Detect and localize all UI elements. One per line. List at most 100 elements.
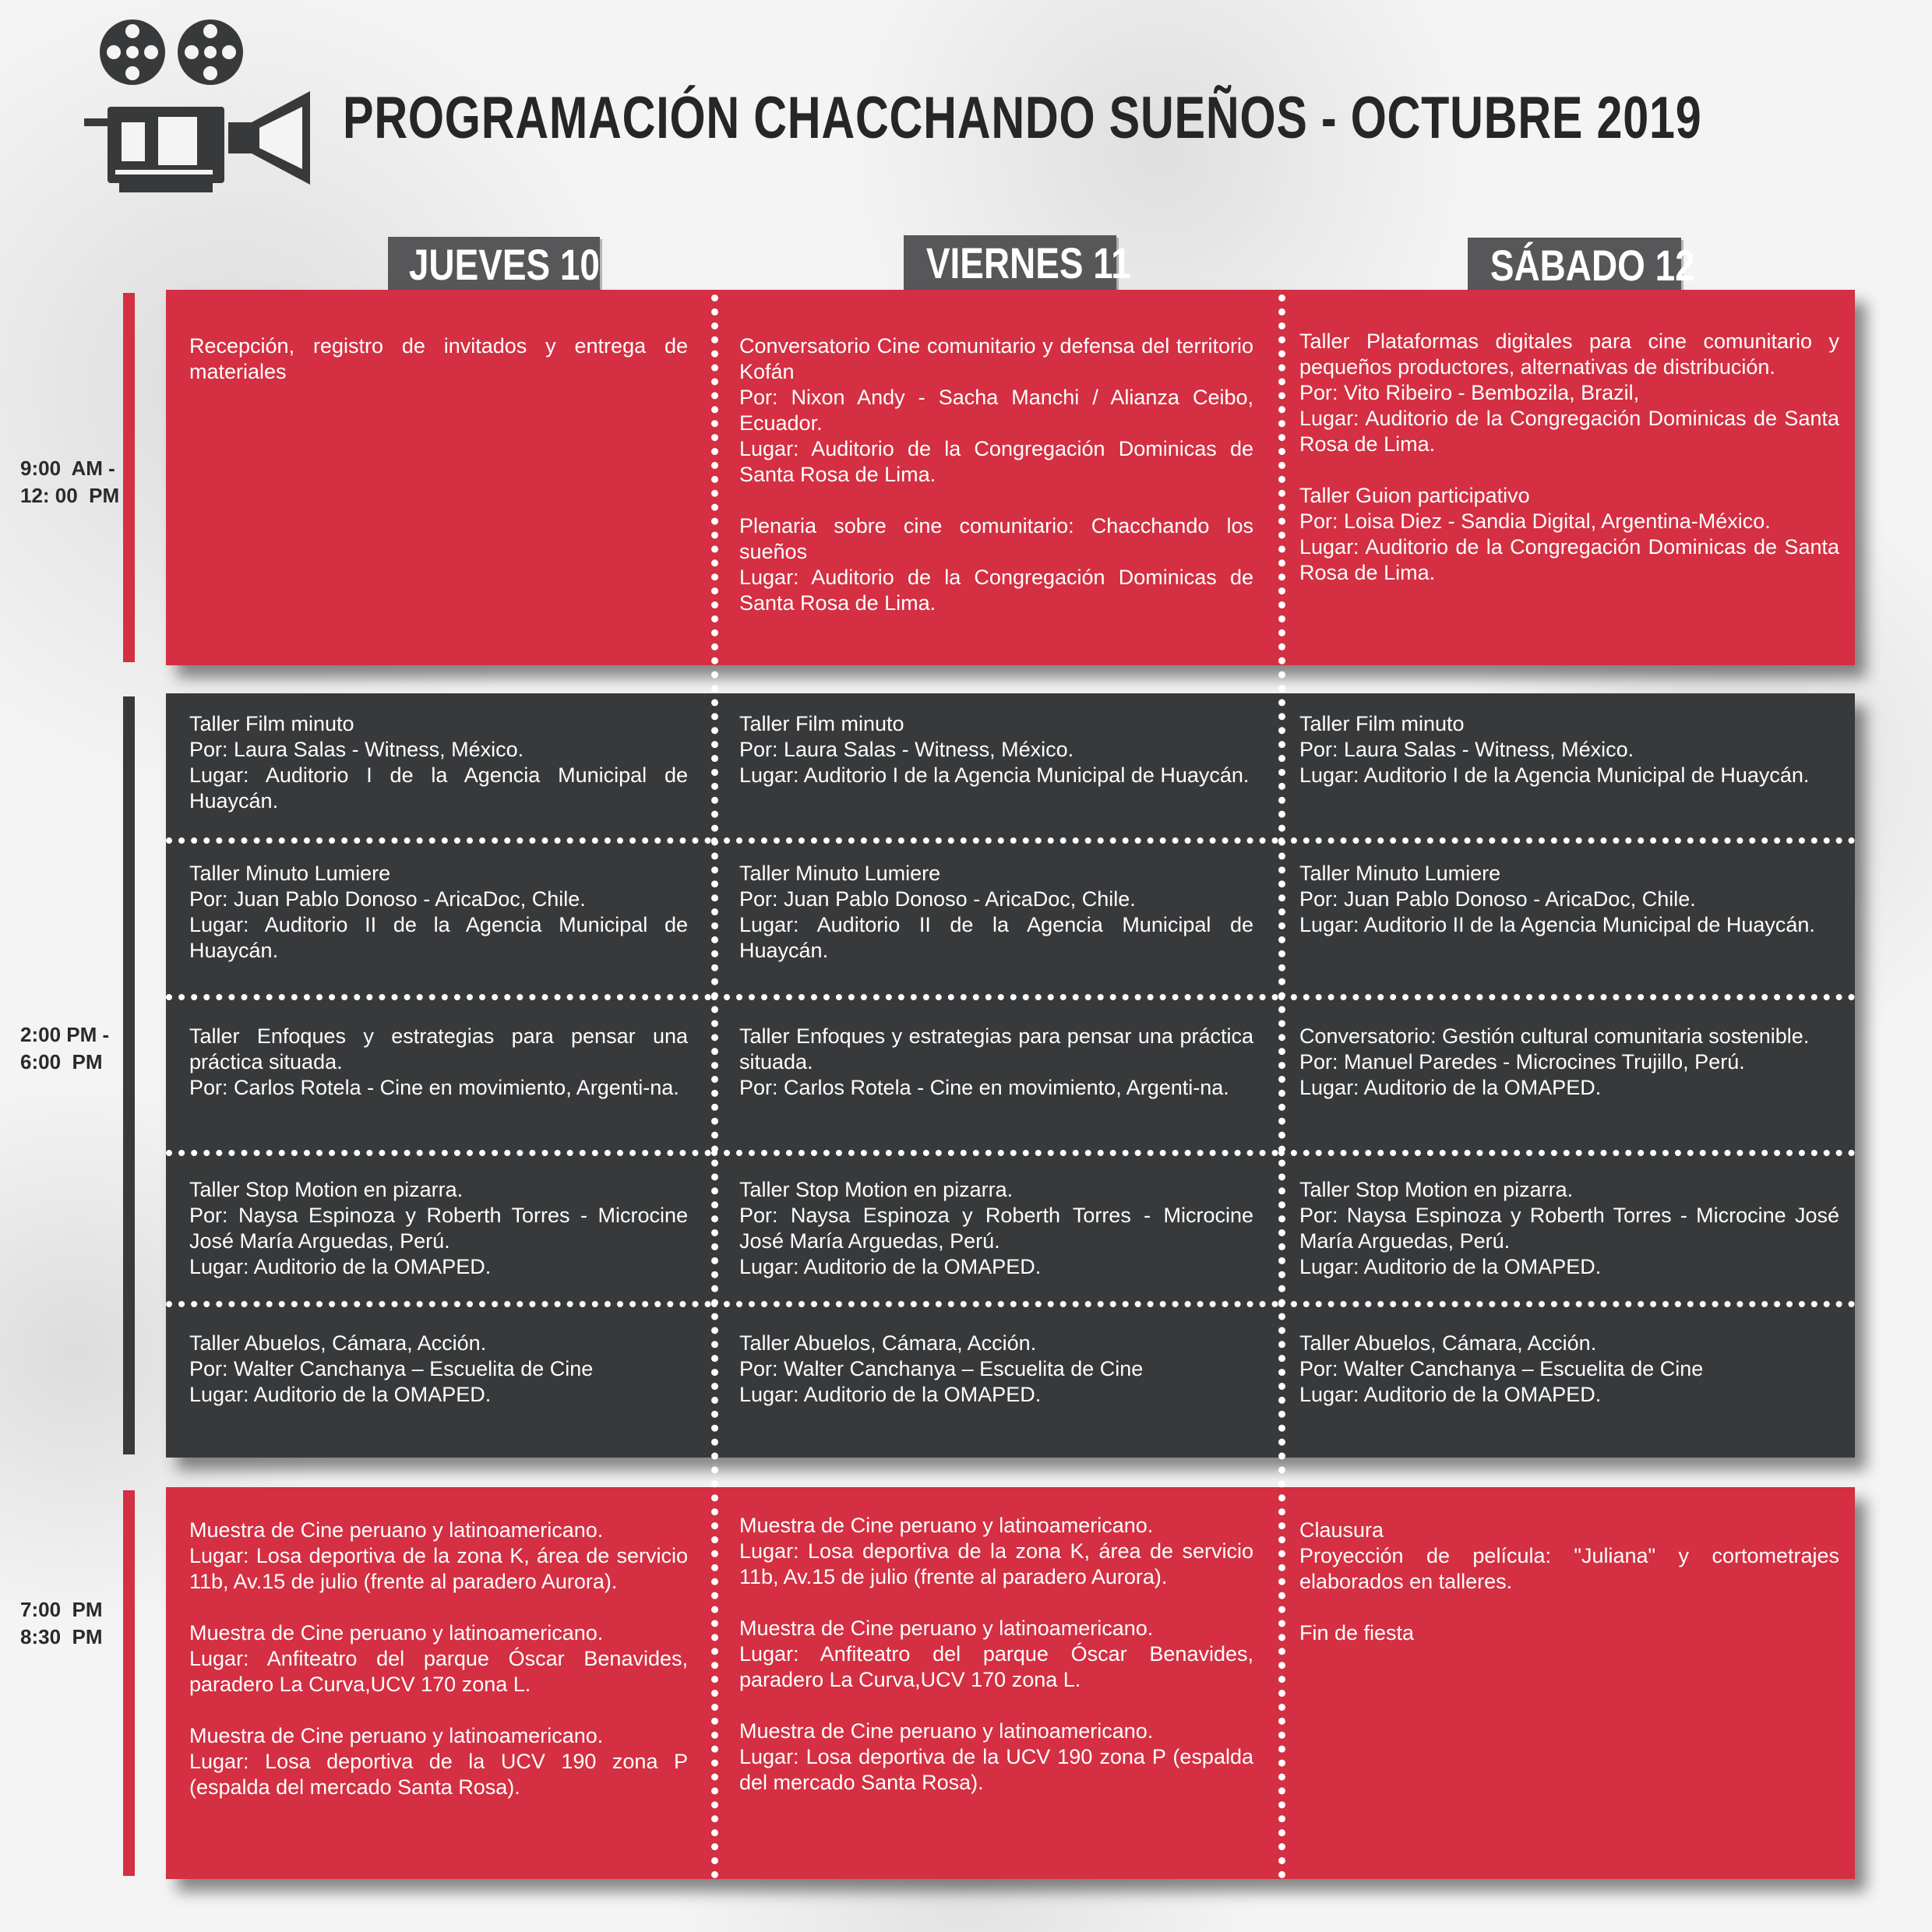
event-line: Lugar: Auditorio de la OMAPED. [739,1255,1042,1278]
afternoon-cell: Taller Stop Motion en pizarra. Por: Naysa… [711,1150,1278,1301]
event-line: Lugar: Auditorio I de la Agencia Municip… [189,763,688,813]
day-header-sabado: SÁBADO 12 [1468,238,1695,294]
schedule-table: 9:00 AM - 12: 00 PM Recepción, registro … [20,290,1855,1879]
event-line: Lugar: Auditorio de la OMAPED. [189,1255,492,1278]
afternoon-cell: Taller Enfoques y estrategias para pensa… [166,994,711,1150]
event-line: Lugar: Auditorio de la Congregación Domi… [1299,535,1839,584]
event-line: Por: Vito Ribeiro - Bembozila, Brazil, [1299,381,1640,404]
event-line: Taller Plataformas digitales para cine c… [1299,330,1839,379]
event-line: Por: Manuel Paredes - Microcines Trujill… [1299,1050,1745,1074]
event-line: Por: Nixon Andy - Sacha Manchi / Alianza… [739,386,1253,435]
event-line: Lugar: Auditorio de la OMAPED. [189,1383,492,1406]
event-line: Taller Film minuto [189,712,354,735]
event-entry: Taller Minuto Lumiere Por: Juan Pablo Don… [1299,861,1839,938]
event-entry: Taller Film minuto Por: Laura Salas - Wit… [739,711,1253,788]
event-entry: Taller Minuto Lumiere Por: Juan Pablo Don… [739,861,1253,964]
event-entry: Muestra de Cine peruano y latinoamerican… [739,1513,1253,1590]
event-entry: Taller Film minuto Por: Laura Salas - Wit… [1299,711,1839,788]
time-bar-afternoon [123,696,135,1454]
event-line: Por: Laura Salas - Witness, México. [189,738,524,761]
time-bar-evening [123,1490,135,1876]
event-entry: Conversatorio: Gestión cultural comunita… [1299,1024,1839,1101]
afternoon-cell: Taller Stop Motion en pizarra. Por: Naysa… [166,1150,711,1301]
afternoon-cell: Taller Abuelos, Cámara, Acción. Por: Walt… [711,1301,1278,1458]
event-line: Recepción, registro de invitados y entre… [189,334,688,383]
day-label: VIERNES 11 [925,238,1131,287]
event-line: Muestra de Cine peruano y latinoamerican… [189,1724,604,1747]
event-entry: Taller Stop Motion en pizarra. Por: Naysa… [1299,1177,1839,1280]
event-line: Lugar: Anfiteatro del parque Óscar Benav… [739,1642,1253,1691]
event-line: Lugar: Auditorio de la OMAPED. [1299,1383,1602,1406]
event-entry: Plenaria sobre cine comunitario: Chaccha… [739,513,1253,616]
time-label-morning: 9:00 AM - 12: 00 PM [20,457,120,507]
morning-cell: Taller Plataformas digitales para cine c… [1278,290,1855,665]
afternoon-cell: Taller Film minuto Por: Laura Salas - Wit… [1278,693,1855,837]
event-line: Muestra de Cine peruano y latinoamerican… [739,1719,1154,1743]
morning-block: 9:00 AM - 12: 00 PM Recepción, registro … [20,290,1855,665]
event-entry: Fin de fiesta [1299,1620,1839,1646]
event-line: Por: Walter Canchanya – Escuelita de Cin… [1299,1357,1704,1380]
event-entry: Taller Plataformas digitales para cine c… [1299,329,1839,457]
event-entry: Taller Guion participativo Por: Loisa Die… [1299,483,1839,586]
evening-cell: Muestra de Cine peruano y latinoamerican… [711,1487,1278,1879]
event-line: Conversatorio Cine comunitario y defensa… [739,334,1253,383]
event-line: Muestra de Cine peruano y latinoamerican… [189,1621,604,1645]
event-line: Lugar: Auditorio I de la Agencia Municip… [1299,763,1810,787]
film-projector-icon [84,19,310,192]
event-line: Lugar: Losa deportiva de la zona K, área… [189,1544,688,1593]
event-line: Proyección de película: "Juliana" y cort… [1299,1544,1839,1593]
event-line: Taller Abuelos, Cámara, Acción. [1299,1331,1597,1355]
column-divider [1278,294,1285,1879]
page-title: PROGRAMACIÓN CHACCHANDO SUEÑOS - OCTUBRE… [343,85,1702,151]
event-line: Lugar: Auditorio de la OMAPED. [1299,1255,1602,1278]
event-entry: Conversatorio Cine comunitario y defensa… [739,333,1253,488]
day-label: SÁBADO 12 [1490,241,1695,290]
evening-block: 7:00 PM 8:30 PM Muestra de Cine peruano … [20,1487,1855,1879]
afternoon-cell: Taller Film minuto Por: Laura Salas - Wit… [711,693,1278,837]
morning-cell: Conversatorio Cine comunitario y defensa… [711,290,1278,665]
event-entry: Taller Minuto Lumiere Por: Juan Pablo Don… [189,861,688,964]
time-bar-morning [123,293,135,662]
event-line: Taller Enfoques y estrategias para pensa… [739,1024,1253,1074]
event-entry: Muestra de Cine peruano y latinoamerican… [739,1616,1253,1693]
event-entry: Muestra de Cine peruano y latinoamerican… [189,1723,688,1800]
event-line: Lugar: Anfiteatro del parque Óscar Benav… [189,1647,688,1696]
event-entry: Taller Film minuto Por: Laura Salas - Wit… [189,711,688,814]
event-line: Taller Guion participativo [1299,484,1530,507]
time-label-evening: 7:00 PM 8:30 PM [20,1598,103,1648]
event-entry: Taller Stop Motion en pizarra. Por: Naysa… [189,1177,688,1280]
afternoon-cell: Taller Enfoques y estrategias para pensa… [711,994,1278,1150]
event-line: Lugar: Auditorio II de la Agencia Munici… [189,913,688,962]
event-line: Lugar: Auditorio II de la Agencia Munici… [739,913,1253,962]
event-entry: Taller Abuelos, Cámara, Acción. Por: Walt… [739,1331,1253,1408]
event-line: Plenaria sobre cine comunitario: Chaccha… [739,514,1253,563]
afternoon-cell: Taller Stop Motion en pizarra. Por: Naysa… [1278,1150,1855,1301]
event-line: Taller Film minuto [1299,712,1465,735]
column-divider [711,294,718,1879]
event-entry: Taller Enfoques y estrategias para pensa… [189,1024,688,1101]
event-line: Taller Film minuto [739,712,904,735]
event-entry: Recepción, registro de invitados y entre… [189,333,688,385]
event-line: Por: Juan Pablo Donoso - AricaDoc, Chile… [189,887,586,911]
event-line: Por: Loisa Diez - Sandia Digital, Argent… [1299,509,1771,533]
event-line: Taller Stop Motion en pizarra. [739,1178,1014,1201]
event-entry: Muestra de Cine peruano y latinoamerican… [739,1719,1253,1796]
event-line: Muestra de Cine peruano y latinoamerican… [189,1518,604,1542]
afternoon-cell: Taller Abuelos, Cámara, Acción. Por: Walt… [166,1301,711,1458]
event-line: Conversatorio: Gestión cultural comunita… [1299,1024,1810,1048]
event-line: Taller Minuto Lumiere [189,862,391,885]
event-line: Taller Abuelos, Cámara, Acción. [189,1331,487,1355]
event-entry: Muestra de Cine peruano y latinoamerican… [189,1620,688,1698]
event-line: Fin de fiesta [1299,1621,1415,1645]
event-entry: Muestra de Cine peruano y latinoamerican… [189,1518,688,1595]
event-line: Taller Minuto Lumiere [739,862,941,885]
event-line: Taller Enfoques y estrategias para pensa… [189,1024,688,1074]
afternoon-cell: Taller Film minuto Por: Laura Salas - Wit… [166,693,711,837]
event-line: Lugar: Auditorio de la OMAPED. [1299,1076,1602,1099]
event-entry: Taller Abuelos, Cámara, Acción. Por: Walt… [1299,1331,1839,1408]
event-line: Taller Abuelos, Cámara, Acción. [739,1331,1037,1355]
event-line: Lugar: Auditorio de la Congregación Domi… [1299,407,1839,456]
event-entry: Taller Stop Motion en pizarra. Por: Naysa… [739,1177,1253,1280]
event-entry: Taller Abuelos, Cámara, Acción. Por: Walt… [189,1331,688,1408]
event-line: Muestra de Cine peruano y latinoamerican… [739,1514,1154,1537]
